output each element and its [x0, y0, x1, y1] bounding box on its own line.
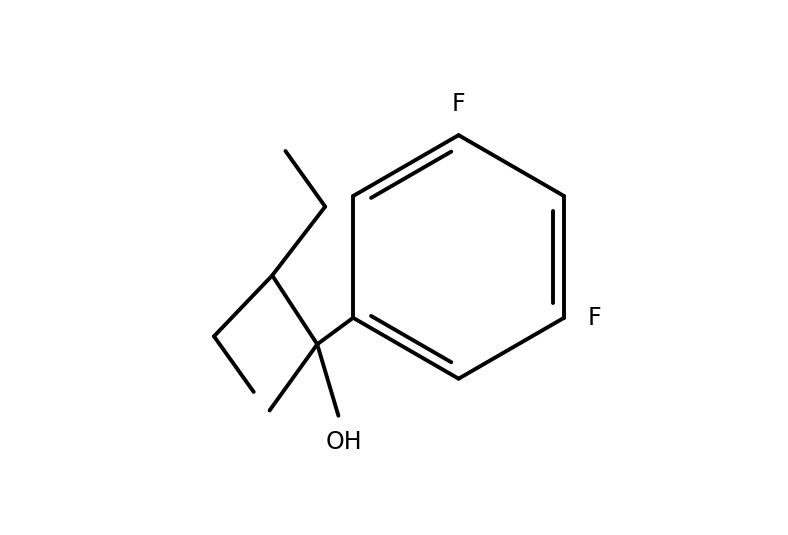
Text: F: F: [588, 306, 601, 330]
Text: F: F: [452, 93, 466, 117]
Text: OH: OH: [325, 430, 362, 454]
